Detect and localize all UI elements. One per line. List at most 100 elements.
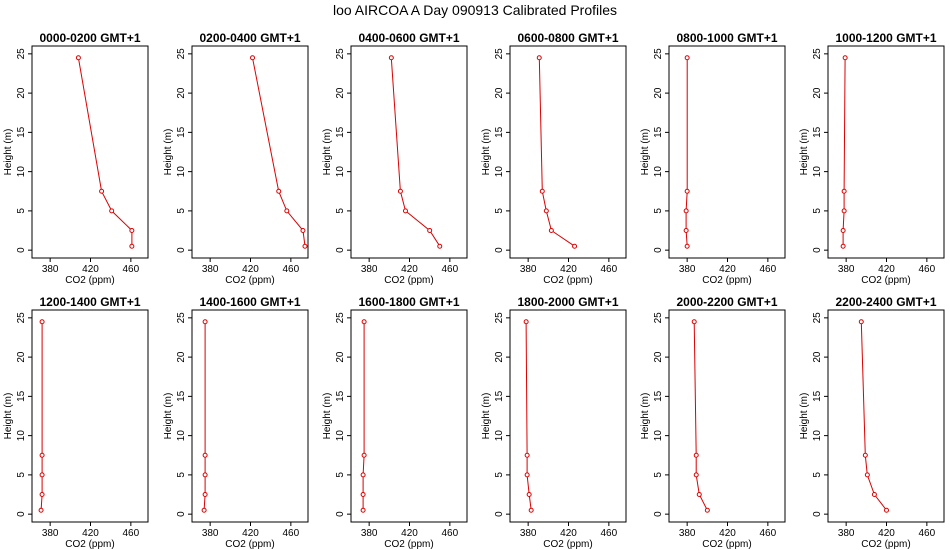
x-tick-label: 420 (242, 264, 259, 275)
y-tick-label: 25 (16, 48, 27, 60)
data-point (526, 492, 532, 498)
y-tick-label: 0 (176, 247, 187, 253)
panel-title: 2000-2200 GMT+1 (676, 295, 777, 309)
x-tick-label: 380 (361, 264, 378, 275)
y-tick-label: 15 (335, 126, 346, 138)
data-point (858, 319, 864, 325)
y-tick-label: 10 (653, 430, 664, 442)
x-tick-label: 380 (520, 528, 537, 539)
data-point (397, 188, 403, 194)
data-point (302, 243, 308, 249)
data-point (864, 472, 870, 478)
data-point (862, 452, 868, 458)
plot-frame (668, 45, 786, 259)
y-tick-label: 10 (16, 430, 27, 442)
data-point (683, 228, 689, 234)
x-tick-label: 420 (878, 264, 895, 275)
y-tick-label: 10 (16, 166, 27, 178)
data-point (693, 472, 699, 478)
y-tick-label: 0 (653, 247, 664, 253)
y-tick-label: 25 (494, 312, 505, 324)
x-tick-label: 460 (760, 264, 777, 275)
data-point (39, 492, 45, 498)
profile-line (203, 321, 206, 511)
data-point (871, 492, 877, 498)
x-tick-label: 380 (202, 264, 219, 275)
y-tick-label: 15 (653, 126, 664, 138)
profile-line (40, 321, 43, 511)
data-point (276, 188, 282, 194)
x-tick-label: 380 (42, 528, 59, 539)
data-point (548, 228, 554, 234)
x-axis-label: CO2 (ppm) (702, 275, 751, 286)
data-point (684, 188, 690, 194)
profile-line (685, 57, 688, 247)
y-tick-label: 0 (812, 511, 823, 517)
y-tick-label: 10 (494, 166, 505, 178)
y-tick-label: 20 (16, 351, 27, 363)
data-point (361, 319, 367, 325)
y-tick-label: 5 (653, 208, 664, 214)
x-axis-label: CO2 (ppm) (543, 275, 592, 286)
plot-frame (668, 309, 786, 523)
y-tick-label: 5 (16, 472, 27, 478)
y-tick-label: 15 (176, 126, 187, 138)
y-tick-label: 20 (176, 87, 187, 99)
y-tick-label: 15 (494, 126, 505, 138)
y-axis-label: Height (m) (481, 129, 492, 176)
panel-title: 0600-0800 GMT+1 (517, 31, 618, 45)
x-tick-label: 460 (919, 264, 936, 275)
x-tick-label: 380 (520, 264, 537, 275)
plot-frame (350, 45, 468, 259)
x-tick-label: 380 (42, 264, 59, 275)
panel-title: 0400-0600 GMT+1 (358, 31, 459, 45)
plot-frame (31, 309, 149, 523)
x-tick-label: 380 (838, 264, 855, 275)
plot-frame (31, 45, 149, 259)
x-tick-label: 460 (283, 264, 300, 275)
data-point (684, 55, 690, 61)
panel-title: 1800-2000 GMT+1 (517, 295, 618, 309)
y-tick-label: 15 (812, 390, 823, 402)
panel-title: 2200-2400 GMT+1 (835, 295, 936, 309)
y-tick-label: 25 (494, 48, 505, 60)
profile-line (693, 321, 708, 511)
profile-panel: 2000-2200 GMT+1 0 5 10 15 20 25 380 420 460 CO2 (p… (640, 295, 786, 550)
y-tick-label: 10 (653, 166, 664, 178)
y-axis-label: Height (m) (481, 393, 492, 440)
y-tick-label: 0 (16, 247, 27, 253)
x-tick-label: 420 (242, 528, 259, 539)
x-tick-label: 460 (123, 528, 140, 539)
y-tick-label: 5 (494, 472, 505, 478)
plot-frame (350, 309, 468, 523)
profile-panel: 1800-2000 GMT+1 0 5 10 15 20 25 380 420 460 CO2 (p… (481, 295, 627, 550)
y-axis-label: Height (m) (3, 393, 14, 440)
y-axis-label: Height (m) (163, 393, 174, 440)
x-axis-label: CO2 (ppm) (543, 539, 592, 550)
panel-title: 1400-1600 GMT+1 (199, 295, 300, 309)
panel-title: 1000-1200 GMT+1 (835, 31, 936, 45)
data-point (683, 208, 689, 214)
y-tick-label: 15 (812, 126, 823, 138)
profile-panel: 0400-0600 GMT+1 0 5 10 15 20 25 380 420 460 CO2 (p… (322, 31, 468, 286)
data-point (202, 319, 208, 325)
y-tick-label: 15 (176, 390, 187, 402)
data-point (360, 472, 366, 478)
profile-line (362, 321, 365, 511)
x-axis-label: CO2 (ppm) (65, 275, 114, 286)
x-tick-label: 460 (283, 528, 300, 539)
plot-frame (509, 45, 627, 259)
data-point (572, 243, 578, 249)
panel-grid: 0000-0200 GMT+1 0 5 10 15 20 25 380 420 460 CO2 (p… (3, 31, 945, 550)
y-tick-label: 25 (653, 312, 664, 324)
y-tick-label: 20 (812, 87, 823, 99)
y-tick-label: 15 (16, 126, 27, 138)
data-point (528, 507, 534, 513)
data-point (884, 507, 890, 513)
x-tick-label: 380 (202, 528, 219, 539)
y-tick-label: 5 (176, 472, 187, 478)
y-tick-label: 15 (653, 390, 664, 402)
x-tick-label: 420 (560, 528, 577, 539)
profile-line (538, 57, 575, 247)
y-tick-label: 25 (335, 48, 346, 60)
